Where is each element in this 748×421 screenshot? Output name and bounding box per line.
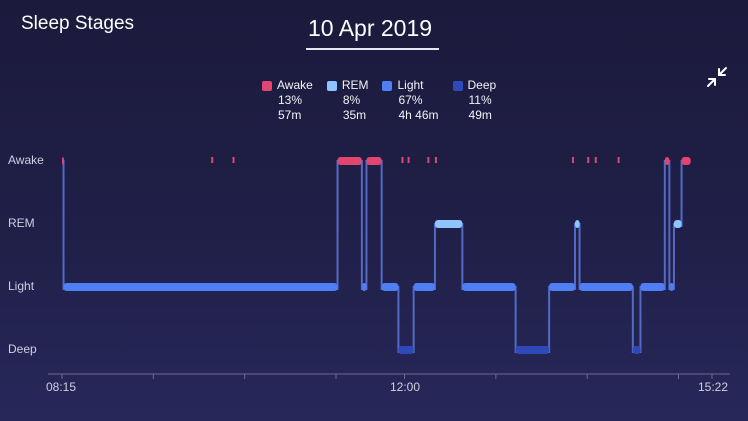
legend-percent: 11% xyxy=(468,93,492,107)
date-underline xyxy=(306,48,439,50)
stage-segment-awake xyxy=(62,157,64,165)
light-swatch xyxy=(382,80,393,91)
x-label-start: 08:15 xyxy=(46,380,77,394)
legend-item-rem: REM 8% 35m xyxy=(326,78,369,123)
brief-awakening-mark xyxy=(587,157,590,163)
legend-item-deep: Deep 11% 49m xyxy=(452,78,497,123)
x-label-mid: 12:00 xyxy=(390,380,421,394)
legend-percent: 67% xyxy=(398,93,423,107)
legend-duration: 4h 46m xyxy=(398,108,439,122)
brief-awakening-mark xyxy=(617,157,620,163)
brief-awakening-mark xyxy=(427,157,430,163)
stage-segment-light xyxy=(579,283,633,291)
stage-segment-light xyxy=(381,283,399,291)
brief-awakening-mark xyxy=(594,157,597,163)
stage-segment-deep xyxy=(632,346,641,354)
stage-segment-awake xyxy=(366,157,382,165)
legend-name: Deep xyxy=(467,78,497,92)
brief-awakening-mark xyxy=(401,157,404,163)
legend-duration: 49m xyxy=(468,108,492,122)
stage-segment-light xyxy=(361,283,367,291)
legend-percent: 13% xyxy=(278,93,303,107)
stage-segment-rem xyxy=(574,220,580,228)
brief-awakening-mark xyxy=(407,157,410,163)
stage-segment-light xyxy=(549,283,575,291)
stage-segment-awake xyxy=(681,157,691,165)
y-label-light: Light xyxy=(8,279,35,293)
rem-swatch xyxy=(326,80,337,91)
legend-item-light: Light 67% 4h 46m xyxy=(382,78,439,123)
brief-awakening-mark xyxy=(211,157,214,163)
date-selector[interactable]: 10 Apr 2019 xyxy=(308,15,433,41)
brief-awakening-mark xyxy=(434,157,437,163)
stage-segment-light xyxy=(462,283,516,291)
page-title: Sleep Stages xyxy=(21,13,135,34)
deep-swatch xyxy=(452,80,463,91)
collapse-arrows-icon[interactable] xyxy=(706,66,728,88)
legend-duration: 57m xyxy=(278,108,302,122)
legend-name: REM xyxy=(341,78,369,92)
stage-segment-light xyxy=(669,283,674,291)
stage-segment-awake xyxy=(664,157,670,165)
stage-segment-light xyxy=(413,283,435,291)
stage-segment-light xyxy=(63,283,338,291)
brief-awakening-mark xyxy=(571,157,574,163)
brief-awakening-mark xyxy=(232,157,235,163)
stage-segment-light xyxy=(640,283,665,291)
x-label-end: 15:22 xyxy=(698,380,729,394)
legend-duration: 35m xyxy=(342,108,367,122)
legend-item-awake: Awake 13% 57m xyxy=(262,78,313,123)
y-label-awake: Awake xyxy=(8,153,44,167)
legend-name: Light xyxy=(397,78,424,92)
legend-percent: 8% xyxy=(342,93,361,107)
stage-segment-rem xyxy=(673,220,682,228)
stage-segment-rem xyxy=(434,220,463,228)
stage-segment-awake xyxy=(337,157,362,165)
stage-segment-deep xyxy=(398,346,414,354)
awake-swatch xyxy=(262,80,272,91)
stage-segment-deep xyxy=(515,346,550,354)
y-label-deep: Deep xyxy=(8,342,37,356)
y-label-rem: REM xyxy=(8,216,35,230)
legend-name: Awake xyxy=(277,78,313,92)
legend: Awake 13% 57m REM 8% 35m Light 67% 4h 46… xyxy=(262,78,496,123)
